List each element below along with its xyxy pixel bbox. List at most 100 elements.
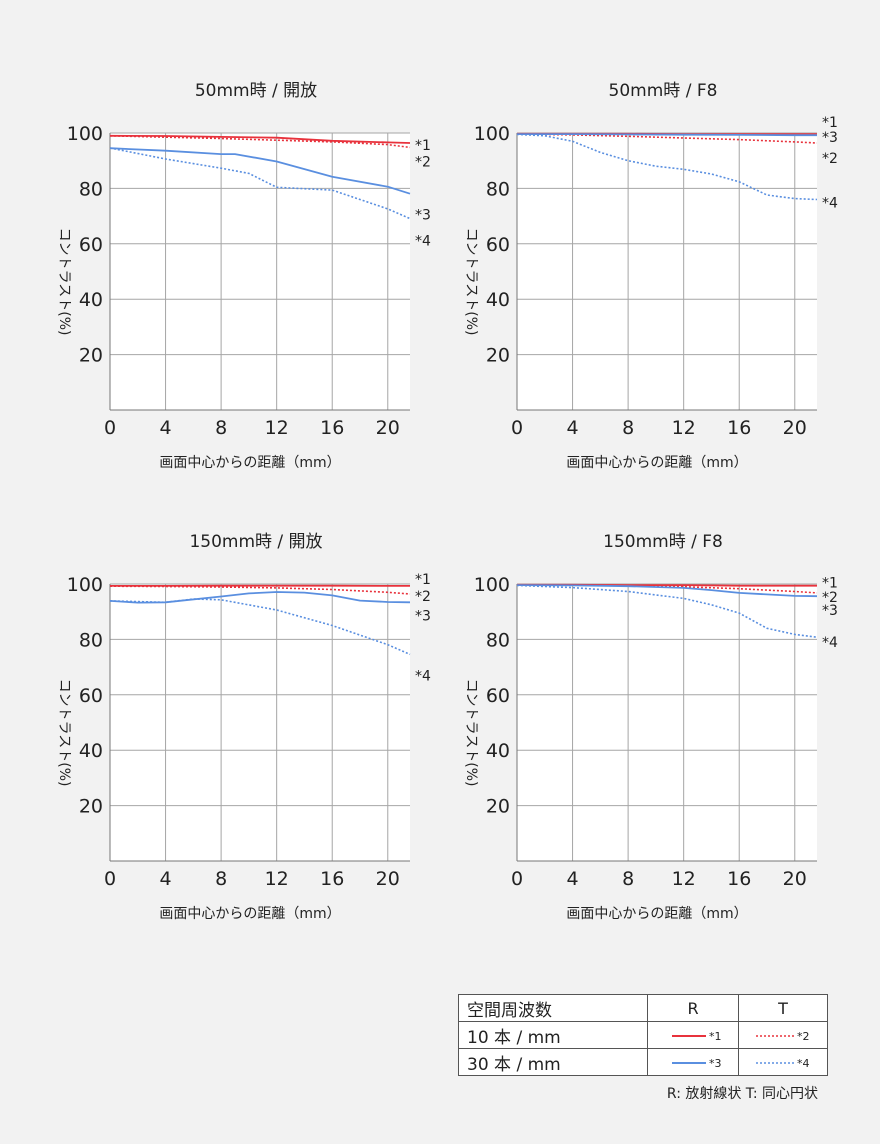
plot-area [517, 133, 817, 410]
plot-area [110, 133, 410, 410]
series-line-4 [109, 147, 411, 220]
x-tick-label: 12 [265, 417, 289, 439]
series-line-3 [109, 591, 411, 604]
y-tick-label: 40 [79, 289, 103, 311]
legend-sample-4: *4 [738, 1048, 828, 1076]
series-label: *3 [415, 608, 431, 624]
series-label: *1 [415, 572, 431, 588]
legend-swatch-label: *4 [797, 1057, 810, 1070]
series-line-2 [516, 583, 818, 594]
x-tick-label: 16 [320, 868, 344, 890]
series-line-2 [109, 585, 411, 595]
series-line-4 [109, 598, 411, 656]
y-tick-label: 40 [486, 289, 510, 311]
x-tick-label: 16 [320, 417, 344, 439]
x-tick-label: 12 [672, 417, 696, 439]
legend-row-label: 30 本 / mm [458, 1048, 648, 1076]
series-line-2 [516, 133, 818, 144]
x-tick-label: 4 [160, 417, 172, 439]
x-tick-label: 20 [376, 868, 400, 890]
legend-header-row: 空間周波数 R T [458, 994, 828, 1022]
series-label: *2 [415, 154, 431, 170]
legend-row-label: 10 本 / mm [458, 1021, 648, 1049]
y-axis-label: コントラスト(%) [56, 228, 72, 336]
series-label: *3 [822, 603, 838, 619]
legend-swatch: *1 [672, 1030, 722, 1043]
series-line-1 [109, 134, 411, 144]
legend-swatch-label: *2 [797, 1030, 810, 1043]
x-axis-label: 画面中心からの距離（mm） [159, 454, 340, 471]
x-tick-label: 20 [783, 417, 807, 439]
x-axis-label: 画面中心からの距離（mm） [566, 905, 747, 922]
legend-swatch-label: *1 [709, 1030, 722, 1043]
y-tick-label: 40 [486, 740, 510, 762]
x-tick-label: 0 [511, 417, 523, 439]
y-tick-label: 100 [67, 123, 103, 145]
x-tick-label: 12 [672, 868, 696, 890]
legend-row-10: 10 本 / mm *1 *2 [458, 1021, 828, 1049]
chart-title: 150mm時 / F8 [603, 532, 723, 552]
plot-area [517, 584, 817, 861]
series-line-2 [109, 135, 411, 149]
x-axis-label: 画面中心からの距離（mm） [566, 454, 747, 471]
y-tick-label: 40 [79, 740, 103, 762]
y-tick-label: 20 [486, 345, 510, 367]
y-tick-label: 100 [474, 123, 510, 145]
chart-title: 50mm時 / F8 [609, 81, 718, 101]
y-tick-label: 80 [486, 629, 510, 651]
series-label: *4 [415, 234, 431, 250]
y-tick-label: 100 [67, 574, 103, 596]
series-label: *2 [415, 589, 431, 605]
x-tick-label: 8 [622, 417, 634, 439]
x-tick-label: 0 [104, 868, 116, 890]
legend-sample-3: *3 [647, 1048, 739, 1076]
x-tick-label: 20 [376, 417, 400, 439]
legend-note: R: 放射線状 T: 同心円状 [666, 1086, 818, 1102]
y-tick-label: 80 [486, 178, 510, 200]
mtf-chart-2: 20 40 60 80 100 0 4 8 12 16 20 50mm時 / F8 画面中心からの距離（… [463, 81, 838, 471]
y-tick-label: 20 [486, 796, 510, 818]
y-tick-label: 80 [79, 178, 103, 200]
series-label: *3 [822, 130, 838, 146]
mtf-chart-3: 20 40 60 80 100 0 4 8 12 16 20 150mm時 / 開放画面中心からの距離… [56, 532, 431, 922]
x-tick-label: 4 [567, 417, 579, 439]
y-tick-label: 20 [79, 796, 103, 818]
x-tick-label: 0 [511, 868, 523, 890]
y-tick-label: 80 [79, 629, 103, 651]
series-label: *1 [822, 115, 838, 131]
series-label: *3 [415, 208, 431, 224]
legend-swatch: *3 [672, 1057, 722, 1070]
chart-title: 150mm時 / 開放 [189, 532, 322, 552]
x-tick-label: 8 [622, 868, 634, 890]
legend-col-r: R [647, 994, 739, 1022]
y-tick-label: 60 [486, 234, 510, 256]
series-label: *4 [415, 668, 431, 684]
x-tick-label: 8 [215, 417, 227, 439]
y-tick-label: 60 [79, 234, 103, 256]
series-label: *2 [822, 151, 838, 167]
legend-row-30: 30 本 / mm *3 *4 [458, 1048, 828, 1076]
plot-area [110, 584, 410, 861]
series-label: *2 [822, 590, 838, 606]
x-tick-label: 16 [727, 417, 751, 439]
series-label: *4 [822, 635, 838, 651]
x-tick-label: 12 [265, 868, 289, 890]
legend-swatch: *2 [756, 1030, 810, 1043]
y-tick-label: 60 [486, 685, 510, 707]
series-line-3 [517, 133, 817, 137]
mtf-chart-1: 20 40 60 80 100 0 4 8 12 16 20 50mm時 / 開放画面中心からの距離（… [56, 81, 431, 471]
series-label: *4 [822, 195, 838, 211]
chart-title: 50mm時 / 開放 [195, 81, 317, 101]
y-tick-label: 20 [79, 345, 103, 367]
legend-sample-1: *1 [647, 1021, 739, 1049]
x-axis-label: 画面中心からの距離（mm） [159, 905, 340, 922]
y-tick-label: 100 [474, 574, 510, 596]
x-tick-label: 4 [567, 868, 579, 890]
x-tick-label: 20 [783, 868, 807, 890]
legend-header-label: 空間周波数 [458, 994, 648, 1022]
series-label: *1 [415, 138, 431, 154]
legend-col-t: T [738, 994, 828, 1022]
y-tick-label: 60 [79, 685, 103, 707]
series-label: *1 [822, 576, 838, 592]
